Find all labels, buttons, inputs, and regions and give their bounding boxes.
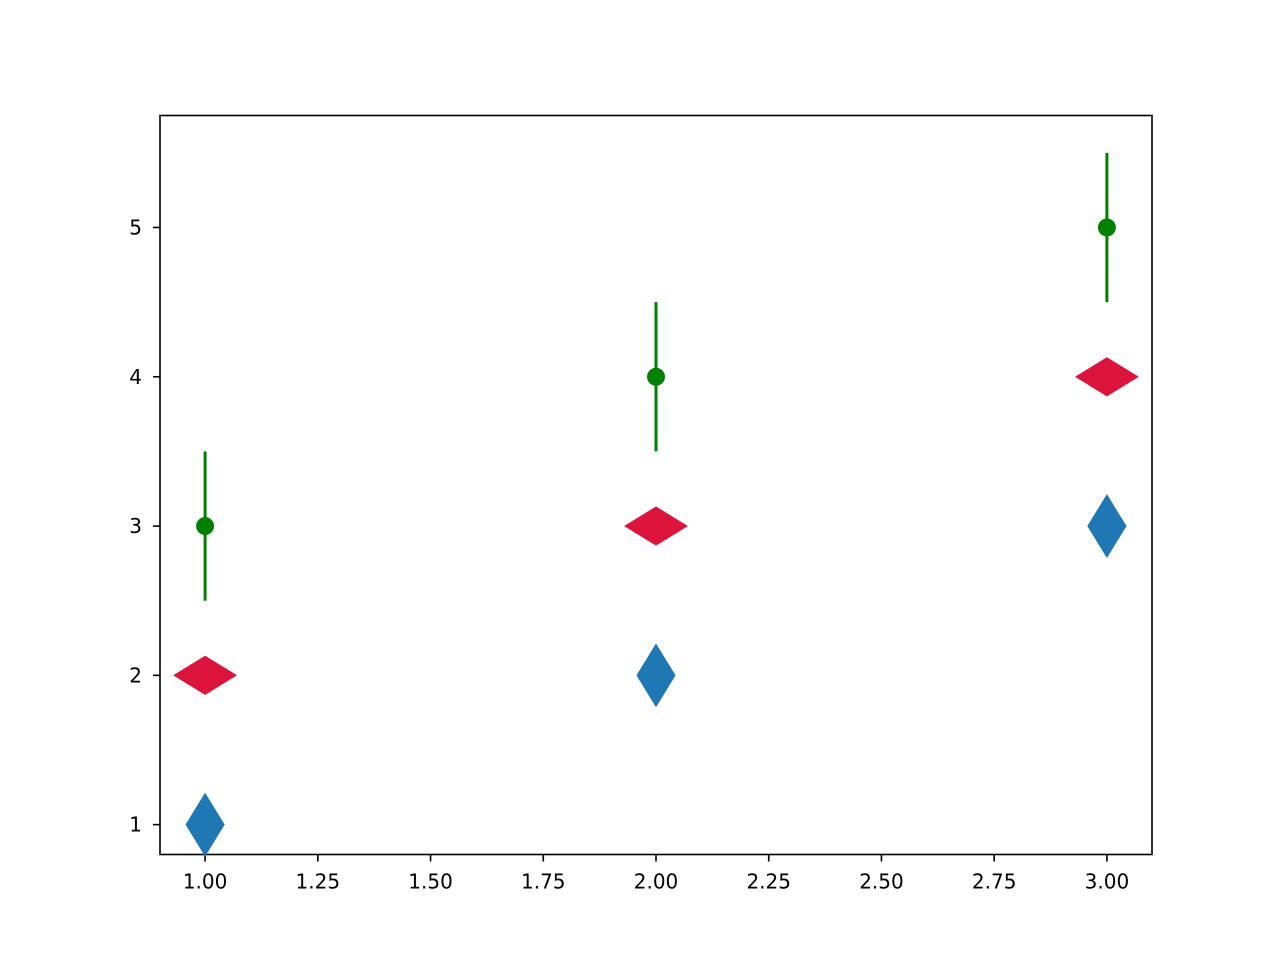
x-tick-label: 2.00	[634, 870, 679, 894]
series-2	[173, 357, 1139, 695]
data-marks	[173, 152, 1139, 857]
y-tick-label: 5	[129, 215, 142, 239]
x-tick-label: 1.00	[183, 870, 228, 894]
data-point-thin-diamond	[185, 793, 225, 857]
series-3	[196, 152, 1116, 601]
data-point-thin-diamond	[636, 643, 676, 707]
x-tick-label: 1.75	[521, 870, 566, 894]
data-point-circle	[647, 367, 665, 386]
data-point-circle	[1097, 218, 1116, 237]
x-tick-label: 2.75	[972, 870, 1017, 894]
x-tick-label: 2.50	[859, 870, 904, 894]
y-tick-label: 1	[129, 813, 142, 837]
x-tick-label: 1.25	[296, 870, 341, 894]
y-tick-label: 2	[129, 663, 142, 687]
y-axis: 1 2 3 4 5	[129, 215, 160, 837]
y-tick-label: 3	[129, 514, 142, 538]
plot-area-frame	[159, 114, 1153, 856]
x-tick-label: 2.25	[746, 870, 791, 894]
data-point-wide-diamond	[624, 506, 688, 546]
y-tick-label: 4	[129, 365, 142, 389]
series-1	[185, 494, 1127, 857]
data-point-circle	[196, 517, 215, 536]
x-axis: 1.00 1.25 1.50 1.75 2.00 2.25 2.50 2.75 3.00	[183, 854, 1130, 894]
data-point-thin-diamond	[1087, 494, 1127, 558]
data-point-wide-diamond	[1075, 357, 1139, 397]
x-tick-label: 3.00	[1085, 870, 1130, 894]
x-tick-label: 1.50	[408, 870, 453, 894]
data-point-wide-diamond	[173, 655, 237, 695]
